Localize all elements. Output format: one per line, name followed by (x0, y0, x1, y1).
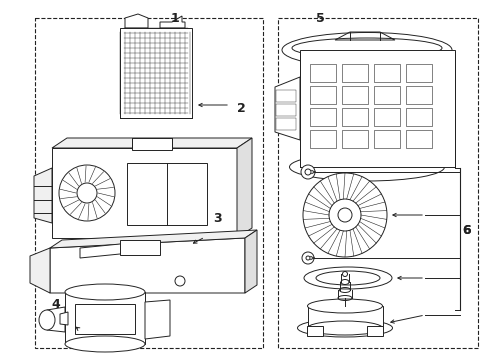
Bar (310, 108, 336, 126)
Polygon shape (47, 307, 65, 332)
Circle shape (303, 173, 387, 257)
Bar (310, 130, 336, 148)
Polygon shape (307, 326, 323, 336)
Bar (120, 240, 160, 255)
Bar (127, 163, 207, 225)
Bar (308, 306, 383, 328)
Polygon shape (50, 230, 257, 248)
Bar (310, 86, 336, 104)
Circle shape (329, 199, 361, 231)
Polygon shape (30, 248, 50, 293)
Polygon shape (80, 242, 140, 258)
Polygon shape (145, 300, 170, 339)
Polygon shape (245, 230, 257, 293)
Text: 6: 6 (463, 224, 471, 237)
Bar (406, 64, 432, 82)
Polygon shape (160, 16, 185, 28)
Circle shape (302, 252, 314, 264)
Bar (342, 86, 368, 104)
Circle shape (175, 276, 185, 286)
Bar (374, 64, 400, 82)
Text: 2: 2 (237, 102, 246, 114)
Bar (406, 108, 432, 126)
Bar (276, 118, 296, 130)
Polygon shape (34, 168, 52, 223)
Polygon shape (367, 326, 383, 336)
Ellipse shape (304, 267, 392, 289)
Polygon shape (275, 77, 300, 140)
Bar (374, 130, 400, 148)
Polygon shape (60, 312, 68, 325)
Bar (342, 130, 368, 148)
Bar (276, 90, 296, 102)
Bar (132, 138, 172, 150)
Bar (374, 86, 400, 104)
Bar (310, 64, 336, 82)
Polygon shape (50, 238, 245, 293)
Bar (374, 108, 400, 126)
Text: 1: 1 (171, 12, 179, 25)
Bar (52, 148, 237, 238)
Bar (278, 18, 478, 348)
Polygon shape (237, 138, 252, 238)
Text: 3: 3 (213, 212, 221, 225)
Polygon shape (300, 50, 455, 167)
Ellipse shape (292, 38, 442, 58)
Text: 6: 6 (463, 224, 471, 237)
Bar (35, 18, 263, 348)
Bar (75, 304, 135, 334)
Text: 4: 4 (51, 298, 60, 311)
Ellipse shape (65, 336, 145, 352)
Ellipse shape (39, 310, 55, 330)
Bar (120, 28, 192, 118)
Polygon shape (125, 14, 148, 28)
Bar (342, 108, 368, 126)
Bar (65, 292, 145, 344)
Ellipse shape (308, 321, 383, 335)
Circle shape (59, 165, 115, 221)
Ellipse shape (308, 299, 383, 313)
Bar (406, 130, 432, 148)
Text: 5: 5 (316, 12, 324, 25)
Bar (406, 86, 432, 104)
Ellipse shape (290, 153, 444, 181)
Bar (276, 104, 296, 116)
Bar (342, 64, 368, 82)
Ellipse shape (65, 284, 145, 300)
Polygon shape (52, 138, 252, 148)
Ellipse shape (282, 32, 452, 68)
Circle shape (301, 165, 315, 179)
Ellipse shape (297, 319, 392, 337)
